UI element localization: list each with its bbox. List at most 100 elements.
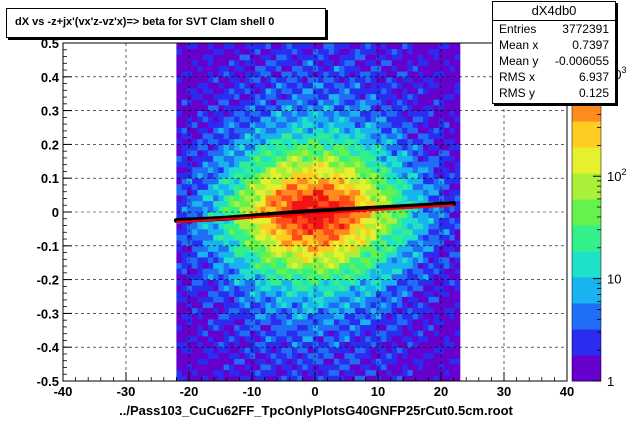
heatmap-cell: [407, 155, 414, 162]
heatmap-cell: [328, 217, 335, 224]
heatmap-cell: [255, 43, 261, 50]
heatmap-cell: [228, 324, 235, 331]
heatmap-cell: [428, 240, 435, 247]
heatmap-cell: [417, 104, 424, 111]
heatmap-cell: [244, 76, 251, 83]
heatmap-cell: [323, 257, 330, 264]
heatmap-cell: [234, 302, 240, 309]
heatmap-cell: [339, 290, 345, 297]
heatmap-cell: [291, 93, 298, 100]
heatmap-cell: [402, 150, 408, 157]
heatmap-cell: [255, 54, 261, 61]
heatmap-cell: [307, 268, 314, 275]
heatmap-cell: [433, 59, 440, 66]
heatmap-cell: [396, 290, 403, 297]
heatmap-cell: [323, 352, 330, 359]
heatmap-cell: [291, 324, 298, 331]
heatmap-cell: [255, 251, 261, 258]
heatmap-cell: [297, 217, 303, 224]
heatmap-cell: [312, 110, 319, 117]
heatmap-cell: [312, 290, 319, 297]
heatmap-cell: [407, 324, 414, 331]
heatmap-cell: [213, 121, 219, 128]
y-tick-label: -0.3: [37, 306, 59, 321]
heatmap-cell: [265, 110, 272, 117]
heatmap-cell: [307, 212, 314, 219]
heatmap-cell: [176, 82, 183, 89]
heatmap-cell: [402, 324, 408, 331]
heatmap-cell: [396, 307, 403, 314]
heatmap-cell: [375, 290, 382, 297]
heatmap-cell: [433, 313, 440, 320]
heatmap-cell: [244, 195, 251, 202]
heatmap-cell: [391, 296, 398, 303]
heatmap-cell: [454, 195, 461, 202]
heatmap-cell: [218, 121, 225, 128]
heatmap-cell: [228, 138, 235, 145]
heatmap-cell: [192, 133, 198, 140]
heatmap-cell: [323, 133, 330, 140]
heatmap-cell: [281, 99, 288, 106]
heatmap-cell: [370, 138, 377, 145]
heatmap-cell: [176, 200, 183, 207]
heatmap-cell: [244, 319, 251, 326]
heatmap-cell: [176, 335, 183, 342]
heatmap-cell: [333, 121, 340, 128]
heatmap-cell: [407, 144, 414, 151]
heatmap-cell: [255, 352, 261, 359]
heatmap-cell: [207, 319, 214, 326]
heatmap-cell: [444, 217, 450, 224]
heatmap-cell: [228, 183, 235, 190]
heatmap-cell: [396, 330, 403, 337]
heatmap-cell: [386, 82, 393, 89]
heatmap-cell: [228, 358, 235, 365]
heatmap-cell: [428, 245, 435, 252]
heatmap-cell: [412, 313, 419, 320]
stats-row-rms-x: RMS x 6.937: [499, 70, 609, 86]
heatmap-cell: [365, 172, 372, 179]
heatmap-cell: [244, 296, 251, 303]
heatmap-cell: [344, 257, 351, 264]
heatmap-cell: [354, 240, 361, 247]
heatmap-cell: [291, 268, 298, 275]
heatmap-cell: [223, 290, 230, 297]
heatmap-cell: [228, 166, 235, 173]
heatmap-cell: [270, 290, 277, 297]
heatmap-cell: [328, 127, 335, 134]
heatmap-cell: [176, 369, 183, 376]
heatmap-cell: [402, 245, 408, 252]
heatmap-cell: [302, 133, 309, 140]
heatmap-cell: [391, 369, 398, 376]
heatmap-cell: [197, 240, 204, 247]
heatmap-cell: [270, 364, 277, 371]
heatmap-cell: [286, 369, 293, 376]
heatmap-cell: [249, 183, 256, 190]
heatmap-cell: [360, 133, 366, 140]
heatmap-cell: [417, 65, 424, 72]
heatmap-cell: [438, 223, 445, 230]
heatmap-cell: [302, 358, 309, 365]
heatmap-cell: [328, 138, 335, 145]
heatmap-cell: [381, 71, 387, 78]
heatmap-cell: [428, 155, 435, 162]
heatmap-cell: [412, 335, 419, 342]
heatmap-cell: [375, 302, 382, 309]
heatmap-cell: [381, 138, 387, 145]
heatmap-cell: [202, 251, 209, 258]
heatmap-cell: [423, 324, 429, 331]
heatmap-cell: [417, 347, 424, 354]
heatmap-cell: [318, 324, 324, 331]
heatmap-cell: [176, 330, 183, 337]
heatmap-cell: [181, 245, 188, 252]
heatmap-cell: [444, 245, 450, 252]
heatmap-cell: [228, 178, 235, 185]
heatmap-cell: [186, 364, 193, 371]
heatmap-cell: [239, 296, 246, 303]
heatmap-cell: [239, 93, 246, 100]
heatmap-cell: [234, 364, 240, 371]
heatmap-cell: [339, 257, 345, 264]
heatmap-cell: [265, 347, 272, 354]
heatmap-cell: [312, 262, 319, 269]
heatmap-cell: [218, 262, 225, 269]
